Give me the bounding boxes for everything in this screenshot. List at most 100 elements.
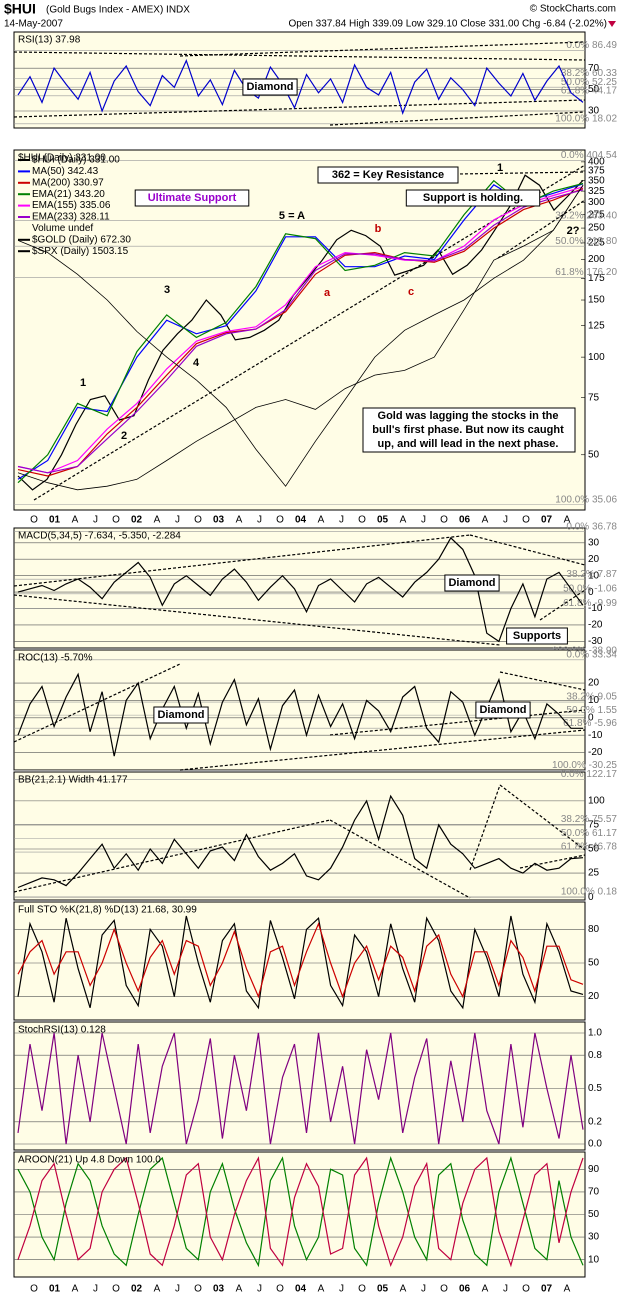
y-tick-label: 0.8	[588, 1050, 602, 1061]
trendline	[499, 671, 586, 691]
series-line	[17, 184, 584, 491]
annotation: Support is holding.	[423, 192, 523, 204]
y-tick-label: -20	[588, 747, 603, 758]
x-tick-label: O	[112, 515, 120, 526]
legend-entry: $GOLD (Daily) 672.30	[32, 234, 131, 245]
x-tick-label: O	[276, 1284, 284, 1295]
x-tick-label: A	[400, 515, 407, 526]
y-tick-label: 150	[588, 295, 605, 306]
x-tick-label: 06	[459, 1284, 471, 1295]
trendline	[179, 41, 586, 57]
fib-label: 61.8% 176.20	[555, 267, 617, 278]
date: 14-May-2007	[4, 19, 63, 30]
y-tick-label: 50	[588, 958, 600, 969]
y-tick-label: 75	[588, 820, 600, 831]
wave-label: a	[324, 287, 331, 299]
x-tick-label: 07	[541, 515, 553, 526]
down-arrow	[608, 21, 616, 27]
panel	[13, 1021, 586, 1151]
panel-title: $HUI (Daily) 331.00	[18, 153, 106, 164]
panel	[13, 31, 586, 129]
x-tick-label: 01	[49, 515, 61, 526]
y-tick-label: -20	[588, 620, 603, 631]
wave-label: 2	[121, 430, 127, 442]
y-tick-label: 70	[588, 63, 600, 74]
note: up, and will lead in the next phase.	[378, 438, 559, 450]
fib-label: 38.2% 60.33	[561, 68, 618, 79]
y-tick-label: 375	[588, 166, 605, 177]
trendline	[13, 819, 331, 893]
fib-label: 61.8% -5.96	[563, 718, 617, 729]
x-tick-label: J	[257, 1284, 262, 1295]
y-tick-label: 10	[588, 570, 600, 581]
y-tick-label: 20	[588, 554, 600, 565]
series-line	[17, 1156, 584, 1268]
y-tick-label: -10	[588, 603, 603, 614]
wave-label: 3	[164, 284, 170, 296]
legend-entry: MA(200) 330.97	[32, 177, 104, 188]
y-tick-label: 400	[588, 157, 605, 168]
y-tick-label: 50	[588, 449, 600, 460]
panel	[13, 771, 586, 901]
x-tick-label: A	[72, 1284, 79, 1295]
y-tick-label: 0	[588, 892, 594, 903]
x-tick-label: A	[318, 1284, 325, 1295]
panel-title: Full STO %K(21,8) %D(13) 21.68, 30.99	[18, 905, 197, 916]
y-tick-label: -30	[588, 636, 603, 647]
series-line	[17, 915, 584, 1010]
wave-label: 1	[497, 162, 503, 174]
trendline	[497, 199, 586, 259]
panel-title: StochRSI(13) 0.128	[18, 1025, 106, 1036]
x-tick-label: J	[93, 1284, 98, 1295]
y-tick-label: 10	[588, 1254, 600, 1265]
x-tick-label: A	[482, 515, 489, 526]
y-tick-label: 10	[588, 695, 600, 706]
legend-entry: $SPX (Daily) 1503.15	[32, 246, 129, 257]
x-tick-label: 01	[49, 1284, 61, 1295]
x-tick-label: O	[522, 515, 530, 526]
y-tick-label: 325	[588, 186, 605, 197]
wave-label: b	[375, 223, 382, 235]
x-tick-label: J	[257, 515, 262, 526]
y-tick-label: 0	[588, 712, 594, 723]
legend-entry: EMA(233) 328.11	[32, 212, 110, 223]
note-box	[362, 407, 576, 453]
fib-label: 50.0% 219.80	[555, 236, 617, 247]
x-tick-label: O	[358, 515, 366, 526]
y-tick-label: 20	[588, 991, 600, 1002]
wave-label: 1	[80, 377, 86, 389]
x-tick-label: O	[522, 1284, 530, 1295]
trendline	[469, 784, 501, 871]
x-tick-label: 02	[131, 1284, 143, 1295]
fib-label: 0.0% 404.54	[561, 150, 618, 161]
series-line	[17, 1155, 584, 1268]
y-tick-label: 70	[588, 1187, 600, 1198]
x-tick-label: A	[72, 515, 79, 526]
x-tick-label: J	[93, 515, 98, 526]
annotation-box	[444, 574, 500, 592]
x-tick-label: O	[440, 1284, 448, 1295]
series-line	[17, 58, 584, 115]
y-tick-label: 0.2	[588, 1116, 602, 1127]
y-tick-label: 0.5	[588, 1083, 602, 1094]
fib-label: 0.0% 122.17	[561, 769, 618, 780]
fib-label: 38.2% 7.87	[566, 569, 617, 580]
quote: Open 337.84 High 339.09 Low 329.10 Close…	[288, 19, 607, 30]
fib-label: 61.8% -9.99	[563, 598, 617, 609]
y-tick-label: 0	[588, 587, 594, 598]
x-tick-label: J	[421, 515, 426, 526]
x-tick-label: 05	[377, 515, 389, 526]
x-tick-label: A	[400, 1284, 407, 1295]
wave-label: 2?	[567, 225, 580, 237]
note: bull's first phase. But now its caught	[372, 424, 564, 436]
y-tick-label: 300	[588, 197, 605, 208]
y-tick-label: 250	[588, 223, 605, 234]
x-tick-label: A	[154, 1284, 161, 1295]
annotation: Diamond	[448, 577, 495, 589]
annotation: Diamond	[479, 704, 526, 716]
fib-label: 0.0% 86.49	[566, 40, 617, 51]
y-tick-label: 50	[588, 1209, 600, 1220]
annotation: Diamond	[157, 709, 204, 721]
subtitle: (Gold Bugs Index - AMEX) INDX	[46, 5, 190, 16]
